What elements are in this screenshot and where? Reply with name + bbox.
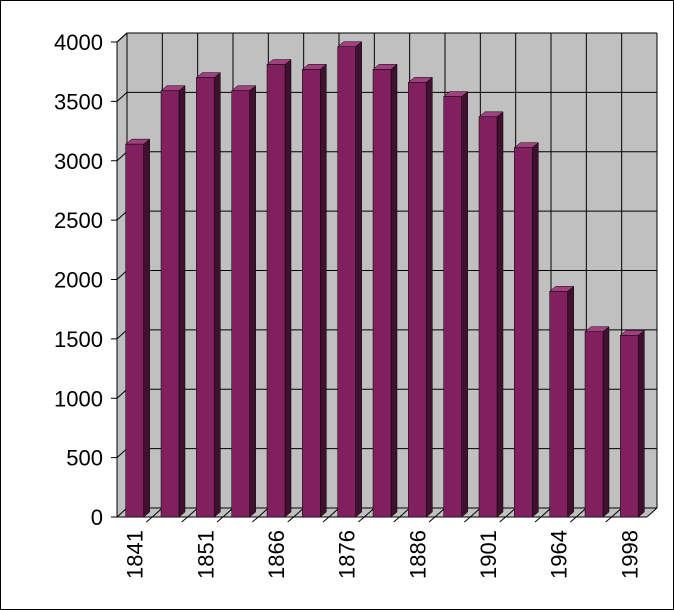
x-tick-label: 1851 xyxy=(193,530,218,579)
bar xyxy=(620,335,639,518)
bar-side xyxy=(461,91,468,518)
bar-side xyxy=(178,85,186,518)
x-tick xyxy=(499,516,506,523)
y-tick-label: 1000 xyxy=(54,386,103,411)
bar-side xyxy=(426,76,433,518)
y-tick-label: 500 xyxy=(66,446,103,471)
bar xyxy=(125,143,144,518)
floor-line xyxy=(151,507,163,518)
bar xyxy=(160,90,180,518)
grid-line xyxy=(116,151,128,162)
x-tick-label: 1841 xyxy=(123,530,148,579)
bar xyxy=(549,291,568,518)
floor-line xyxy=(399,507,411,518)
grid-line xyxy=(116,329,128,340)
bar xyxy=(302,69,321,518)
x-tick-label: 1876 xyxy=(335,530,360,579)
bar-side xyxy=(249,85,256,518)
x-tick xyxy=(252,516,259,523)
grid-line xyxy=(116,388,128,399)
bar xyxy=(443,96,462,518)
floor-line xyxy=(540,507,552,518)
grid-line xyxy=(116,270,128,280)
bar-side xyxy=(284,59,292,518)
floor-line xyxy=(257,507,269,518)
bar-side xyxy=(143,138,150,518)
x-tick-label: 1998 xyxy=(617,530,642,579)
x-tick xyxy=(464,516,471,523)
y-tick-label: 3500 xyxy=(54,89,103,114)
floor-line xyxy=(469,507,481,518)
bar xyxy=(196,77,215,518)
y-tick-label: 0 xyxy=(91,505,103,530)
grid-line xyxy=(116,32,128,43)
x-tick xyxy=(358,516,365,523)
floor-line xyxy=(575,507,587,518)
grid-line xyxy=(116,92,128,102)
bar xyxy=(231,90,250,518)
bar xyxy=(337,46,356,518)
y-tick-label: 2500 xyxy=(54,208,103,233)
x-tick xyxy=(393,516,400,523)
bar-side xyxy=(390,63,398,518)
bar-side xyxy=(355,41,362,518)
bar xyxy=(478,116,498,518)
bar-side xyxy=(567,285,574,518)
x-tick xyxy=(428,516,436,523)
x-tick xyxy=(605,516,612,523)
bar-side xyxy=(320,63,327,518)
x-tick xyxy=(570,516,577,523)
floor-line xyxy=(222,507,234,518)
x-tick-label: 1866 xyxy=(264,530,289,579)
floor-line xyxy=(434,507,446,518)
floor-line xyxy=(363,507,375,518)
y-tick-label: 3000 xyxy=(54,149,103,174)
grid-line xyxy=(116,448,128,458)
x-tick-label: 1964 xyxy=(547,530,572,579)
y-tick-label: 2000 xyxy=(54,268,103,293)
floor-line xyxy=(505,507,517,518)
x-tick-label: 1886 xyxy=(405,530,430,579)
bar xyxy=(408,82,427,518)
bar-side xyxy=(496,111,504,518)
bar xyxy=(514,147,533,518)
x-tick xyxy=(216,516,224,523)
floor-edge xyxy=(646,507,658,518)
floor-line xyxy=(187,507,199,518)
floor-line xyxy=(611,507,623,518)
bar-side xyxy=(638,329,645,518)
bar xyxy=(372,69,392,518)
x-tick xyxy=(322,516,330,523)
grid-line xyxy=(116,210,128,221)
x-tick xyxy=(146,516,153,523)
bar xyxy=(266,64,286,518)
x-tick xyxy=(534,516,542,523)
x-tick xyxy=(287,516,294,523)
y-tick-label: 4000 xyxy=(54,30,103,55)
bar-side xyxy=(214,72,221,518)
bar-side xyxy=(532,142,539,518)
bar-side xyxy=(602,326,610,518)
floor-line xyxy=(328,507,340,518)
grid-line xyxy=(116,507,128,518)
x-tick-label: 1901 xyxy=(476,530,501,579)
floor-line xyxy=(293,507,305,518)
y-tick-label: 1500 xyxy=(54,327,103,352)
x-tick xyxy=(181,516,188,523)
bar xyxy=(584,331,604,518)
